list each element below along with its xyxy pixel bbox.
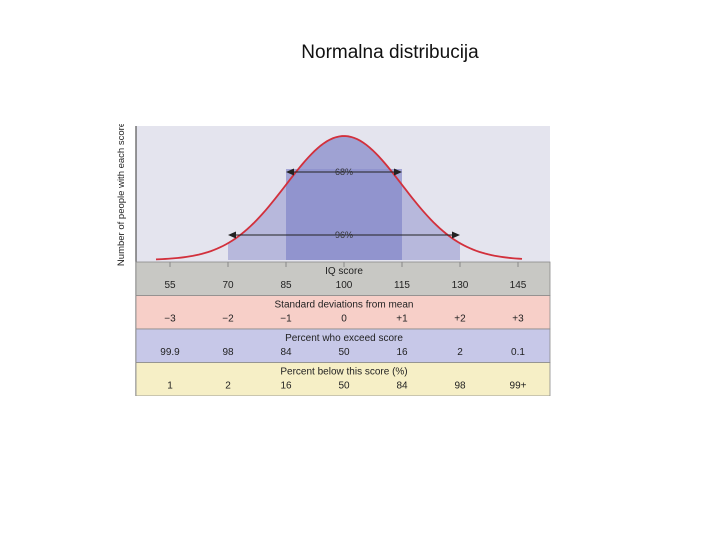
table-cell: 98 [454, 381, 466, 392]
table-cell: −2 [222, 314, 234, 325]
table-row-title: Standard deviations from mean [275, 300, 414, 311]
band-96-arrow-right [452, 231, 460, 239]
table-cell: +1 [396, 314, 408, 325]
table-row-background [135, 295, 551, 330]
table-row-title: Percent who exceed score [285, 333, 403, 344]
score-table: IQ score 55 70 85 100 115 130 145 Standard devia… [135, 261, 551, 396]
table-cell: 99+ [510, 381, 527, 392]
table-cell: 2 [225, 381, 231, 392]
distribution-curve [155, 135, 523, 261]
table-cell: 84 [396, 381, 408, 392]
band-96-arrow-left [228, 231, 236, 239]
table-cell: +2 [454, 314, 466, 325]
table-cell: 115 [394, 280, 410, 291]
table-cell: 130 [452, 280, 469, 291]
table-cell: −3 [164, 314, 176, 325]
table-row-background [135, 328, 551, 363]
table-cell: 70 [222, 280, 234, 291]
band-96-label: 96% [335, 230, 353, 240]
y-axis-label: Number of people with each score [116, 124, 127, 266]
band-68-label: 68% [335, 167, 353, 177]
table-cell: 2 [457, 347, 463, 358]
table-cell: +3 [512, 314, 524, 325]
table-row-2: Percent who exceed score 99.9 98 84 50 16 2 0.1 [135, 328, 551, 363]
table-row-1: Standard deviations from mean −3 −2 −1 0 +1 +2… [135, 295, 551, 330]
table-cell: 50 [338, 347, 350, 358]
band-96: 96% [228, 230, 460, 240]
table-row-title: Percent below this score (%) [280, 367, 407, 378]
plot-area: 68% 96% [135, 126, 550, 396]
normal-distribution-figure: 68% 96% IQ score 55 70 85 100 115 130 145 Standar… [112, 124, 552, 396]
table-cell: 85 [280, 280, 292, 291]
table-cell: 16 [280, 381, 292, 392]
band-68-arrow-left [286, 168, 294, 176]
table-cell: 16 [396, 347, 408, 358]
table-cell: 1 [167, 381, 173, 392]
table-cell: −1 [280, 314, 292, 325]
table-cell: 50 [338, 381, 350, 392]
band-68: 68% [286, 167, 402, 177]
slide-title: Normalna distribucija [301, 42, 479, 63]
table-row-title: IQ score [325, 266, 363, 277]
table-cell: 100 [336, 280, 353, 291]
table-row-3: Percent below this score (%) 1 2 16 50 84 98 99… [135, 362, 551, 396]
table-cell: 145 [510, 280, 527, 291]
table-cell: 98 [222, 347, 234, 358]
band-68-curve-area [286, 136, 402, 260]
table-cell: 0.1 [511, 347, 525, 358]
table-cell: 55 [164, 280, 176, 291]
table-cell: 0 [341, 314, 347, 325]
band-68-arrow-right [394, 168, 402, 176]
table-row-0: IQ score 55 70 85 100 115 130 145 [135, 261, 551, 296]
table-row-background [135, 362, 551, 396]
table-cell: 99.9 [160, 347, 180, 358]
table-cell: 84 [280, 347, 292, 358]
chart-canvas: 68% 96% IQ score 55 70 85 100 115 130 145 Standar… [116, 124, 551, 396]
table-row-background [135, 261, 551, 296]
